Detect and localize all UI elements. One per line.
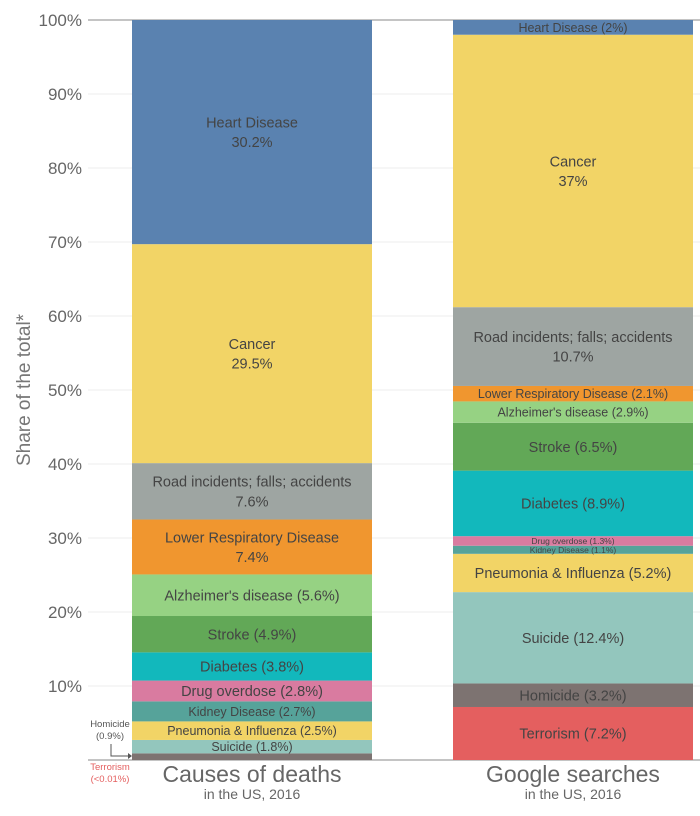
bar-segment [453, 470, 693, 537]
segment-label: Drug overdose (2.8%) [181, 684, 323, 700]
segment-label: Heart Disease (2%) [518, 21, 627, 35]
segment-label: 10.7% [552, 350, 593, 366]
segment-label: Alzheimer's disease (5.6%) [164, 588, 339, 604]
bar-segment [453, 545, 693, 554]
bar-segment [453, 553, 693, 593]
bar-segment [453, 592, 693, 684]
bar-segment [453, 20, 693, 35]
segment-label: Road incidents; falls; accidents [152, 475, 351, 491]
y-tick-label: 70% [48, 233, 82, 252]
bar-segment [453, 706, 693, 760]
bar-segment [132, 652, 372, 681]
y-axis-label: Share of the total* [14, 313, 35, 466]
bar-segment [132, 616, 372, 653]
bar-segment [132, 753, 372, 760]
y-tick-label: 90% [48, 85, 82, 104]
bar-segment [453, 422, 693, 471]
segment-label: Kidney Disease (2.7%) [188, 705, 315, 719]
bar-segment [453, 536, 693, 546]
segment-label: Cancer [550, 154, 597, 170]
segment-label: Pneumonia & Influenza (2.5%) [167, 724, 337, 738]
annotation-arrow [110, 744, 128, 757]
segment-label: Drug overdose (1.3%) [531, 536, 614, 546]
segment-label: Diabetes (8.9%) [521, 497, 625, 513]
segment-label: Lower Respiratory Disease (2.1%) [478, 387, 668, 401]
bar-segment [453, 385, 693, 402]
bar-segment [453, 401, 693, 423]
y-tick-label: 20% [48, 603, 82, 622]
segment-label: Kidney Disease (1.1%) [530, 545, 617, 555]
homicide-annotation: Homicide [90, 719, 130, 730]
homicide-annotation-value: (0.9%) [96, 731, 124, 742]
bar-segment [132, 739, 372, 754]
y-tick-label: 100% [39, 11, 82, 30]
terrorism-annotation-value: (<0.01%) [91, 774, 130, 785]
segment-label: Cancer [229, 337, 276, 353]
segment-label: Lower Respiratory Disease [165, 530, 339, 546]
segment-label: 7.6% [235, 494, 268, 510]
y-tick-label: 10% [48, 677, 82, 696]
bar-segment [132, 20, 372, 245]
category-subtitle: in the US, 2016 [525, 786, 622, 802]
segment-label: Road incidents; falls; accidents [473, 330, 672, 346]
bar-segment [132, 701, 372, 722]
segment-label: Homicide (3.2%) [519, 688, 626, 704]
bar-segment [132, 519, 372, 575]
category-title: Google searches [486, 761, 660, 787]
category-title: Causes of deaths [162, 761, 341, 787]
segment-label: 37% [558, 174, 587, 190]
arrow-head-icon [128, 753, 132, 759]
y-tick-label: 80% [48, 159, 82, 178]
category-subtitle: in the US, 2016 [204, 786, 301, 802]
terrorism-annotation: Terrorism [90, 762, 130, 773]
segment-label: Stroke (6.5%) [529, 440, 618, 456]
segment-label: 7.4% [235, 550, 268, 566]
segment-label: 29.5% [231, 357, 272, 373]
bar-segment [453, 683, 693, 707]
segment-label: Terrorism (7.2%) [519, 727, 626, 743]
y-tick-label: 60% [48, 307, 82, 326]
bar-segment [453, 34, 693, 308]
segment-label: Pneumonia & Influenza (5.2%) [475, 566, 672, 582]
y-tick-label: 50% [48, 381, 82, 400]
segment-label: Diabetes (3.8%) [200, 660, 304, 676]
segment-label: Stroke (4.9%) [208, 627, 297, 643]
segment-label: Heart Disease [206, 116, 298, 132]
bar-segment [453, 307, 693, 386]
bar-segment [132, 574, 372, 617]
bar-segment [132, 244, 372, 464]
bar-segment [132, 680, 372, 702]
bar-segment [132, 721, 372, 740]
y-tick-label: 30% [48, 529, 82, 548]
segment-label: 30.2% [231, 135, 272, 151]
segment-label: Suicide (1.8%) [211, 740, 292, 754]
segment-label: Suicide (12.4%) [522, 631, 624, 647]
y-tick-label: 40% [48, 455, 82, 474]
bar-segment [132, 463, 372, 520]
segment-label: Alzheimer's disease (2.9%) [497, 406, 648, 420]
